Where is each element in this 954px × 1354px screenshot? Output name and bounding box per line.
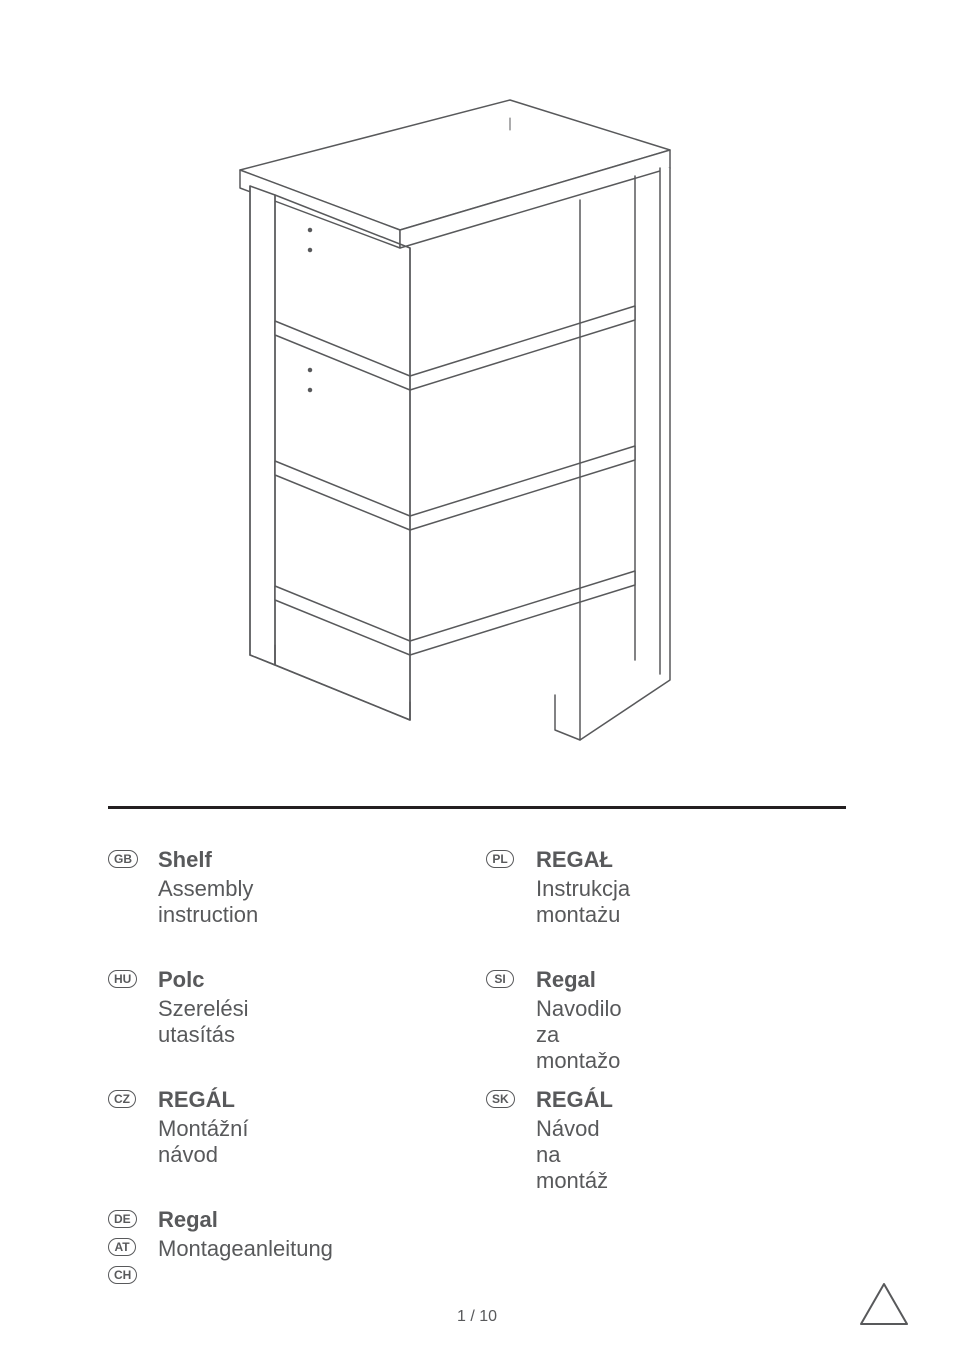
country-pill: SI <box>486 970 514 988</box>
country-pill: SK <box>486 1090 515 1108</box>
doc-subtitle: Montážní návod <box>158 1116 249 1168</box>
country-pill: PL <box>486 850 514 868</box>
country-pill: CZ <box>108 1090 136 1108</box>
triangle-icon <box>859 1282 909 1326</box>
doc-subtitle: Szerelési utasítás <box>158 996 248 1048</box>
doc-subtitle: Návod na montáž <box>536 1116 608 1194</box>
product-title: REGÁL <box>158 1087 235 1113</box>
country-pill: GB <box>108 850 138 868</box>
country-pill: DE <box>108 1210 137 1228</box>
country-pill: HU <box>108 970 137 988</box>
product-title: Regal <box>158 1207 218 1233</box>
country-pill: AT <box>108 1238 136 1256</box>
shelf-illustration <box>200 80 700 780</box>
product-title: Polc <box>158 967 204 993</box>
doc-subtitle: Montageanleitung <box>158 1236 333 1262</box>
section-divider <box>108 806 846 809</box>
product-title: REGÁL <box>536 1087 613 1113</box>
doc-subtitle: Navodilo za montažo <box>536 996 622 1074</box>
product-title: Regal <box>536 967 596 993</box>
page-number: 1 / 10 <box>0 1308 954 1326</box>
product-title: Shelf <box>158 847 212 873</box>
product-title: REGAŁ <box>536 847 613 873</box>
country-pill: CH <box>108 1266 137 1284</box>
doc-subtitle: Instrukcja montażu <box>536 876 630 928</box>
doc-subtitle: Assembly instruction <box>158 876 258 928</box>
